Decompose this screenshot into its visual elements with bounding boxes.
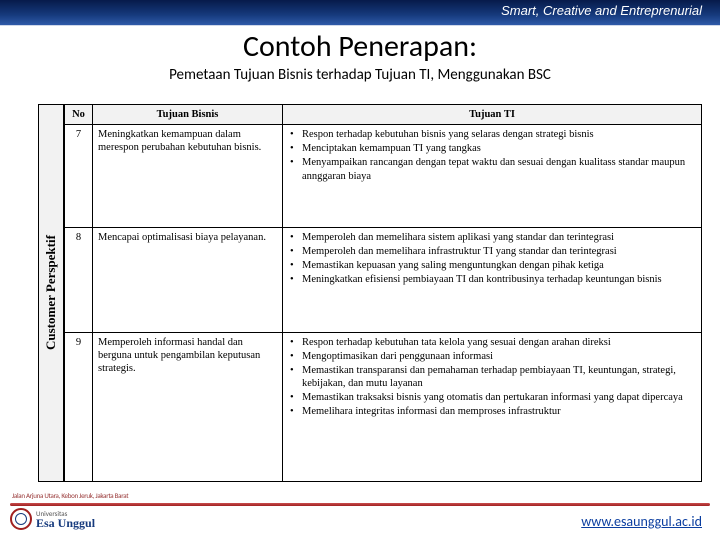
top-banner: Smart, Creative and Entreprenurial (0, 0, 720, 26)
table-container: Customer Perspektif No Tujuan Bisnis Tuj… (38, 104, 702, 482)
table-row: 9Memperoleh informasi handal dan berguna… (65, 332, 702, 481)
ti-bullet: Mengoptimasikan dari penggunaan informas… (300, 350, 696, 363)
cell-ti: Respon terhadap kebutuhan tata kelola ya… (283, 332, 702, 481)
slide: Smart, Creative and Entreprenurial Conto… (0, 0, 720, 540)
ti-bullet: Memastikan kepuasan yang saling menguntu… (300, 259, 696, 272)
ti-bullet: Menyampaikan rancangan dengan tepat wakt… (300, 156, 696, 182)
cell-ti: Memperoleh dan memelihara sistem aplikas… (283, 228, 702, 333)
perspective-label: Customer Perspektif (38, 104, 64, 482)
banner-tagline: Smart, Creative and Entreprenurial (501, 3, 702, 18)
footer-logo: Universitas Esa Unggul (10, 504, 100, 534)
ti-bullet: Memelihara integritas informasi dan memp… (300, 405, 696, 418)
logo-text: Universitas Esa Unggul (36, 510, 95, 529)
ti-bullet: Memperoleh dan memelihara infrastruktur … (300, 245, 696, 258)
cell-bisnis: Mencapai optimalisasi biaya pelayanan. (93, 228, 283, 333)
footer-divider (10, 503, 710, 506)
ti-bullet: Memperoleh dan memelihara sistem aplikas… (300, 231, 696, 244)
cell-bisnis: Memperoleh informasi handal dan berguna … (93, 332, 283, 481)
cell-no: 8 (65, 228, 93, 333)
th-bisnis: Tujuan Bisnis (93, 105, 283, 125)
logo-icon (10, 508, 32, 530)
table-body: 7Meningkatkan kemampuan dalam merespon p… (65, 125, 702, 482)
page-title: Contoh Penerapan: (0, 28, 720, 65)
cell-no: 9 (65, 332, 93, 481)
footer-link[interactable]: www.esaunggul.ac.id (581, 513, 702, 530)
ti-bullet: Respon terhadap kebutuhan tata kelola ya… (300, 336, 696, 349)
cell-no: 7 (65, 125, 93, 228)
th-ti: Tujuan TI (283, 105, 702, 125)
logo-name: Esa Unggul (36, 517, 95, 529)
ti-bullet: Respon terhadap kebutuhan bisnis yang se… (300, 128, 696, 141)
cell-ti: Respon terhadap kebutuhan bisnis yang se… (283, 125, 702, 228)
table-row: 7Meningkatkan kemampuan dalam merespon p… (65, 125, 702, 228)
cell-bisnis: Meningkatkan kemampuan dalam merespon pe… (93, 125, 283, 228)
ti-bullet: Meningkatkan efisiensi pembiayaan TI dan… (300, 273, 696, 286)
page-subtitle: Pemetaan Tujuan Bisnis terhadap Tujuan T… (0, 66, 720, 84)
mapping-table: No Tujuan Bisnis Tujuan TI 7Meningkatkan… (64, 104, 702, 482)
table-row: 8Mencapai optimalisasi biaya pelayanan. M… (65, 228, 702, 333)
th-no: No (65, 105, 93, 125)
ti-bullet: Memastikan transparansi dan pemahaman te… (300, 364, 696, 390)
footer-address: Jalan Arjuna Utara, Kebon Jeruk, Jakarta… (12, 491, 128, 500)
ti-bullet: Memastikan traksaksi bisnis yang otomati… (300, 391, 696, 404)
ti-bullet: Menciptakan kemampuan TI yang tangkas (300, 142, 696, 155)
